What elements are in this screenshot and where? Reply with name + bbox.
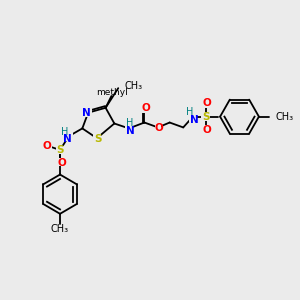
FancyBboxPatch shape bbox=[154, 124, 161, 131]
Text: CH₃: CH₃ bbox=[124, 81, 142, 91]
FancyBboxPatch shape bbox=[202, 125, 209, 133]
Text: O: O bbox=[141, 103, 150, 113]
FancyBboxPatch shape bbox=[189, 112, 197, 122]
FancyBboxPatch shape bbox=[64, 131, 73, 141]
Text: N: N bbox=[82, 108, 91, 118]
Text: H: H bbox=[126, 118, 134, 128]
Text: S: S bbox=[94, 134, 102, 144]
FancyBboxPatch shape bbox=[45, 142, 52, 150]
Text: N: N bbox=[63, 134, 72, 144]
FancyBboxPatch shape bbox=[84, 108, 92, 117]
Text: CH₃: CH₃ bbox=[275, 112, 293, 122]
Text: H: H bbox=[186, 107, 194, 117]
FancyBboxPatch shape bbox=[202, 100, 209, 108]
Text: N: N bbox=[127, 126, 135, 136]
FancyBboxPatch shape bbox=[141, 105, 148, 113]
Text: O: O bbox=[58, 158, 66, 168]
Text: O: O bbox=[42, 141, 51, 151]
FancyBboxPatch shape bbox=[56, 146, 64, 154]
Text: S: S bbox=[202, 112, 209, 122]
Text: H: H bbox=[61, 127, 69, 137]
FancyBboxPatch shape bbox=[201, 112, 210, 121]
Text: methyl: methyl bbox=[97, 88, 128, 97]
Text: O: O bbox=[154, 123, 163, 134]
FancyBboxPatch shape bbox=[57, 158, 63, 166]
Text: N: N bbox=[190, 115, 198, 124]
Text: S: S bbox=[56, 145, 64, 155]
Text: O: O bbox=[202, 98, 211, 108]
Text: CH₃: CH₃ bbox=[51, 224, 69, 233]
FancyBboxPatch shape bbox=[93, 134, 101, 142]
FancyBboxPatch shape bbox=[124, 124, 133, 133]
Text: O: O bbox=[202, 125, 211, 135]
